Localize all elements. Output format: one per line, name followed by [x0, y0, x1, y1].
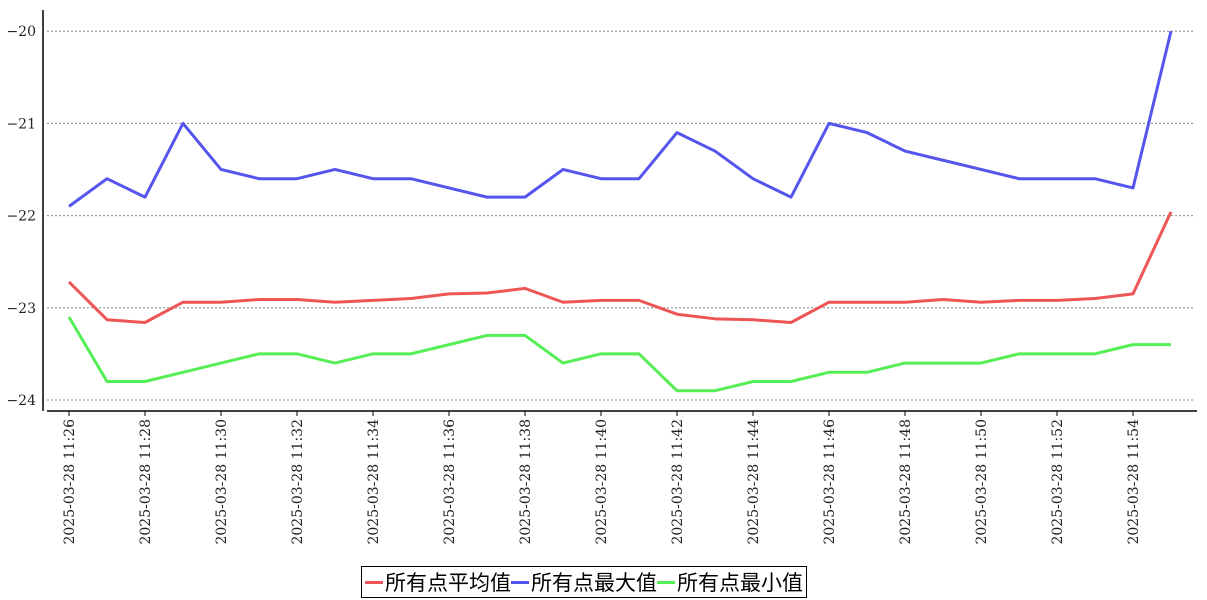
y-tick-label: −22	[6, 209, 36, 225]
series-line-0	[67, 211, 1173, 325]
legend-swatch	[365, 580, 383, 584]
x-tick-label: 2025-03-28 11:44	[746, 419, 762, 545]
x-tick-label: 2025-03-28 11:54	[1126, 419, 1142, 545]
legend-label: 所有点最大值	[531, 571, 657, 595]
legend-item: 所有点平均值	[365, 567, 511, 597]
y-tick-label: −21	[6, 116, 36, 132]
x-tick-label: 2025-03-28 11:26	[62, 419, 78, 545]
x-tick-label: 2025-03-28 11:42	[670, 419, 686, 545]
legend-item: 所有点最小值	[657, 567, 803, 597]
y-tick-label: −20	[6, 24, 36, 40]
x-tick-label: 2025-03-28 11:46	[822, 419, 838, 545]
x-tick-label: 2025-03-28 11:40	[594, 419, 610, 545]
x-tick-label: 2025-03-28 11:48	[898, 419, 914, 545]
x-tick-label: 2025-03-28 11:28	[138, 419, 154, 545]
x-tick-label: 2025-03-28 11:50	[974, 419, 990, 545]
y-tick-label: −23	[6, 301, 36, 317]
series-line-1	[68, 30, 1173, 208]
legend-label: 所有点最小值	[677, 571, 803, 595]
y-tick-label: −24	[6, 393, 36, 409]
legend: 所有点平均值 所有点最大值 所有点最小值	[361, 566, 807, 598]
series-line-2	[67, 316, 1171, 393]
x-tick-label: 2025-03-28 11:36	[442, 419, 458, 545]
x-tick-label: 2025-03-28 11:52	[1050, 419, 1066, 545]
legend-label: 所有点平均值	[385, 571, 511, 595]
x-tick-label: 2025-03-28 11:32	[290, 419, 306, 545]
legend-item: 所有点最大值	[511, 567, 657, 597]
x-tick-label: 2025-03-28 11:34	[366, 419, 382, 545]
x-tick-label: 2025-03-28 11:38	[518, 419, 534, 545]
x-tick-label: 2025-03-28 11:30	[214, 419, 230, 545]
legend-swatch	[511, 580, 529, 584]
legend-swatch	[657, 580, 675, 584]
